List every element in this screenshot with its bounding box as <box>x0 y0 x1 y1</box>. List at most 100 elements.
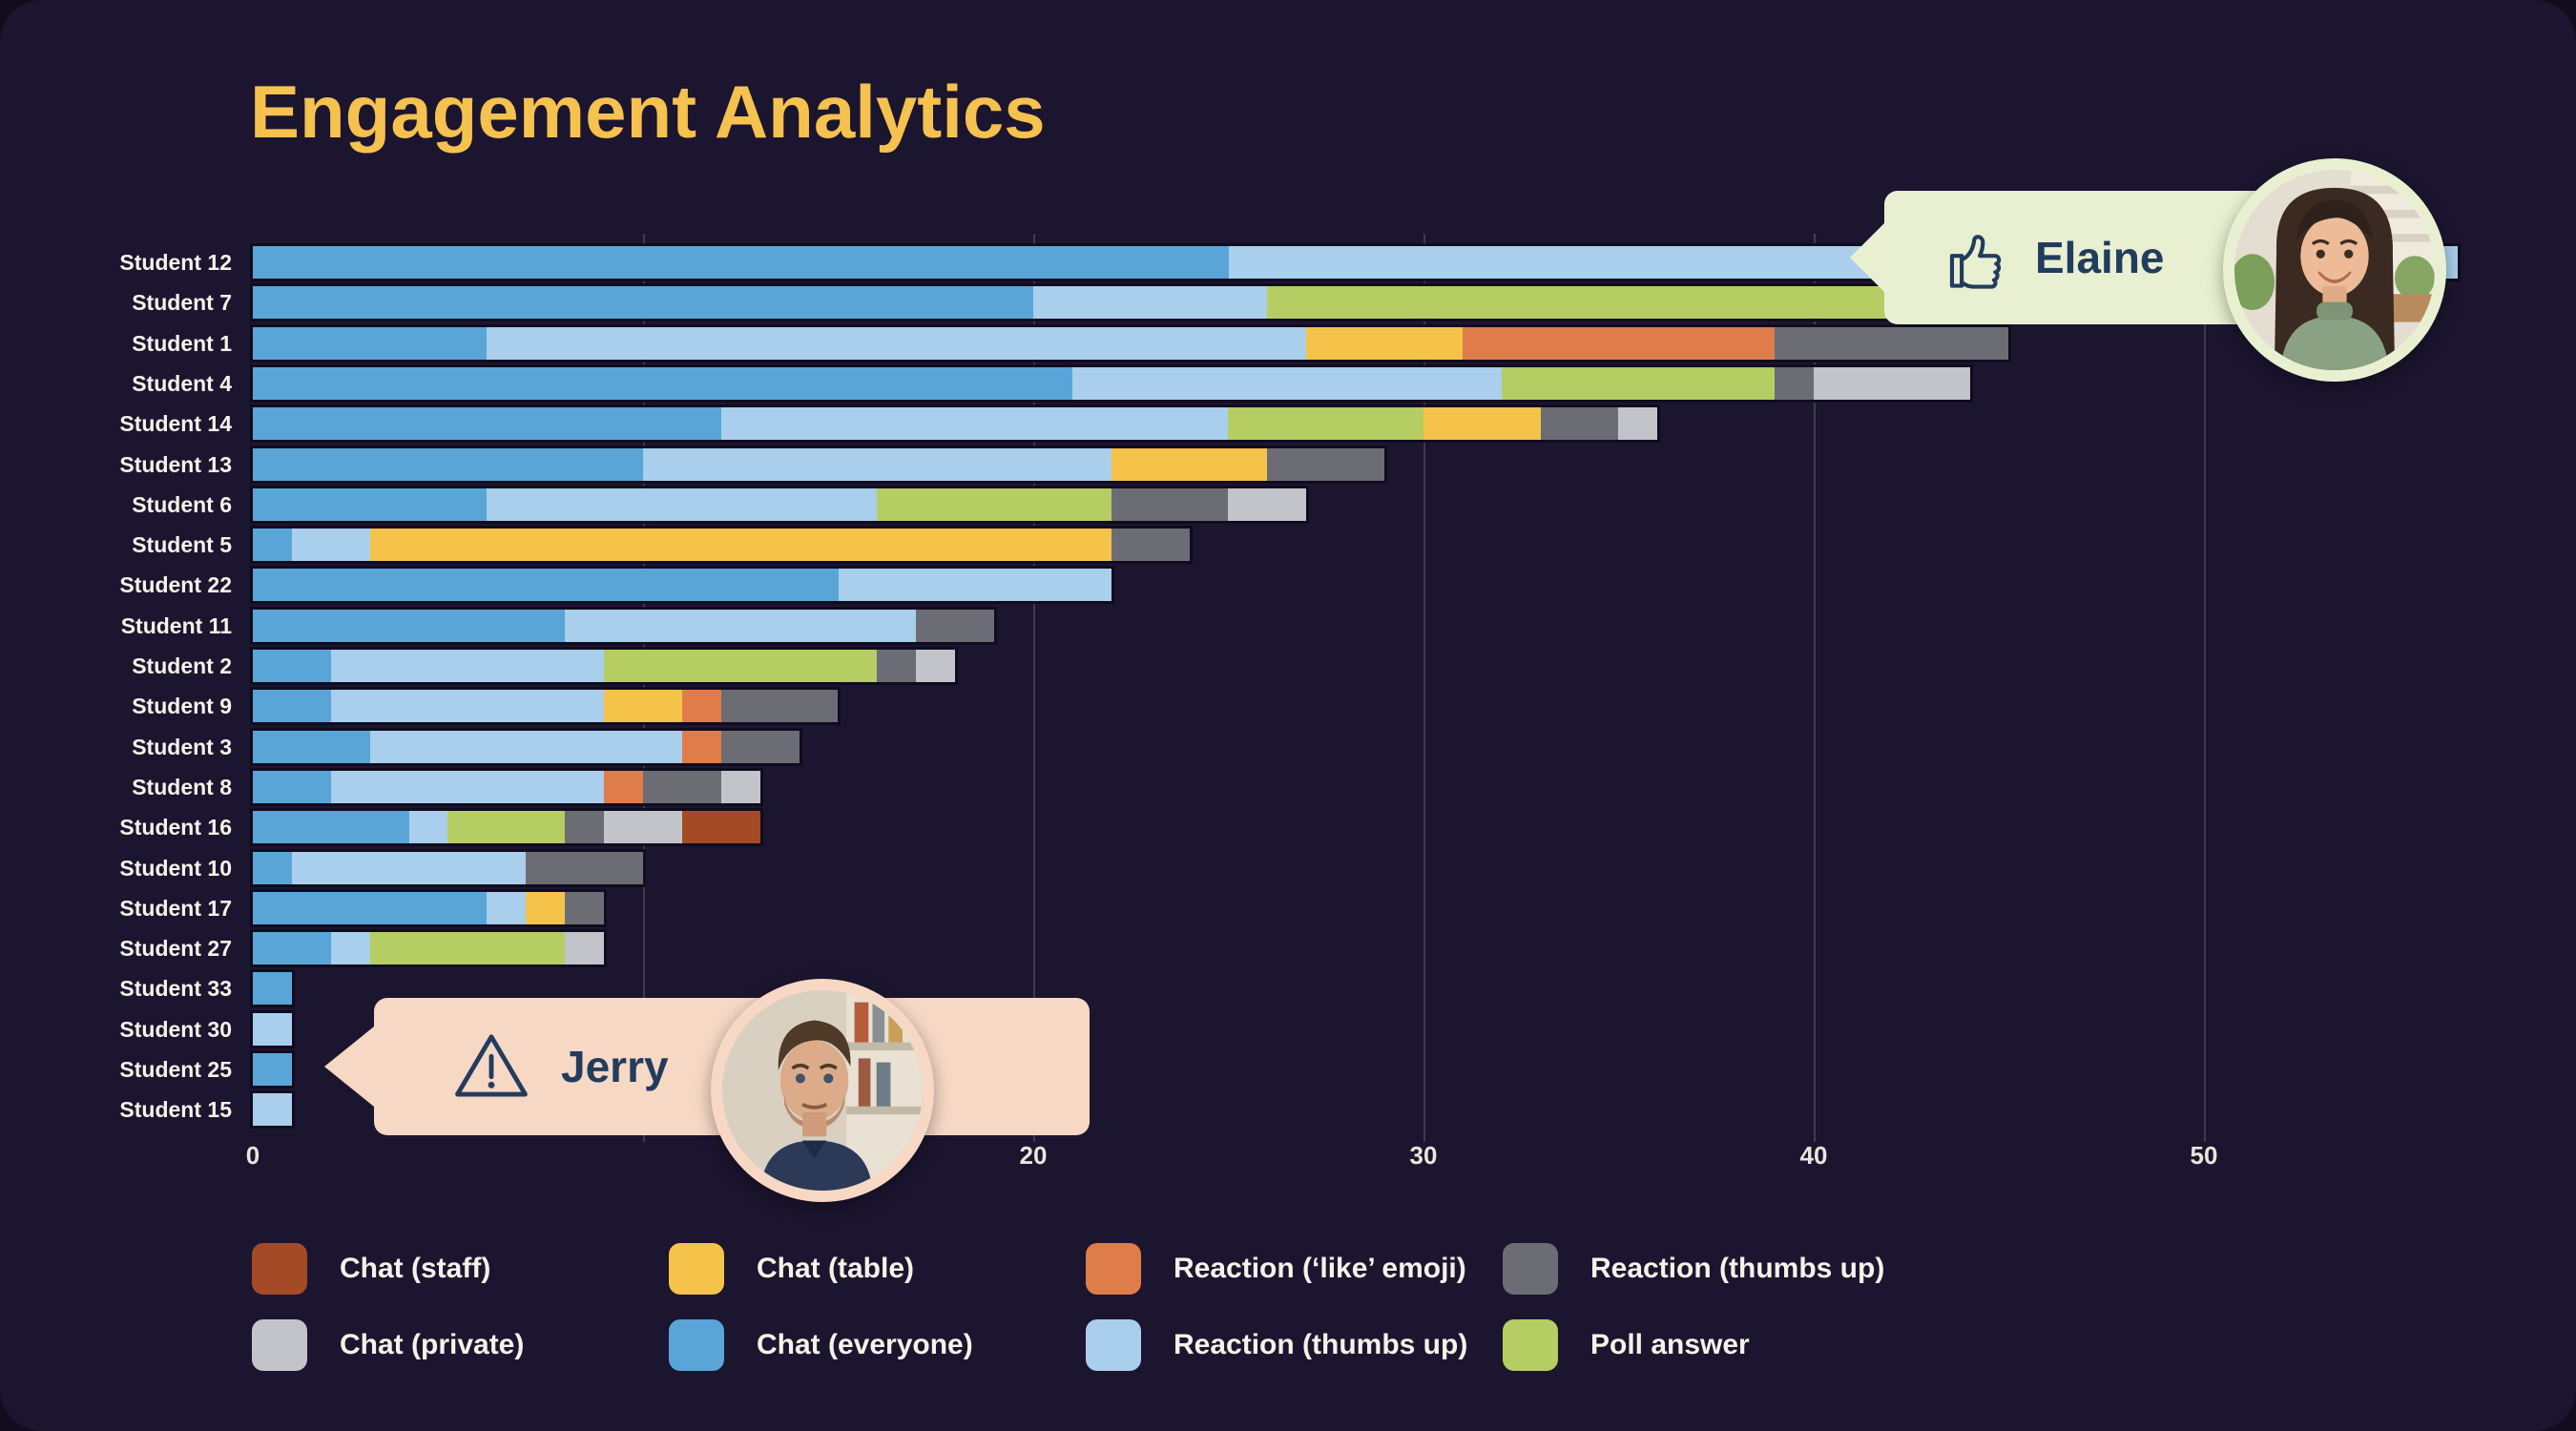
legend-label: Chat (table) <box>757 1253 914 1284</box>
row-label: Student 10 <box>119 855 232 881</box>
legend-item-reaction_thumbs_dark[interactable]: Reaction (thumbs up) <box>1503 1243 1884 1295</box>
bar-segment-chat_staff <box>681 811 760 844</box>
bar-row <box>253 1053 292 1086</box>
bar-row <box>253 650 956 682</box>
row-label: Student 14 <box>119 411 232 437</box>
row-label: Student 25 <box>119 1057 232 1082</box>
bar-segment-chat_everyone <box>253 730 370 763</box>
row-label: Student 8 <box>132 774 232 799</box>
bar-segment-reaction_thumbs_light <box>291 851 527 884</box>
bar-row <box>253 326 2009 360</box>
bar-segment-reaction_thumbs_dark <box>565 891 605 924</box>
avatar-jerry-photo <box>722 990 923 1191</box>
bar-segment-reaction_thumbs_light <box>291 529 370 562</box>
bar-segment-reaction_like <box>604 770 643 803</box>
x-axis-tick-label: 50 <box>2190 1141 2218 1170</box>
bar-segment-chat_everyone <box>253 246 1229 279</box>
row-label: Student 9 <box>132 694 232 719</box>
x-axis-tick-label: 0 <box>245 1141 260 1170</box>
avatar-jerry[interactable] <box>711 979 934 1202</box>
legend-swatch <box>252 1243 307 1295</box>
legend-item-chat_table[interactable]: Chat (table) <box>669 1243 914 1295</box>
bar-segment-chat_private <box>1813 366 1970 400</box>
legend-label: Reaction (‘like’ emoji) <box>1174 1253 1466 1284</box>
bar-segment-reaction_thumbs_light <box>643 447 1111 481</box>
gridline <box>1814 234 1816 1142</box>
warning-icon <box>455 1034 528 1097</box>
legend-item-chat_private[interactable]: Chat (private) <box>252 1319 524 1371</box>
bar-row <box>253 569 1111 602</box>
bar-segment-reaction_thumbs_light <box>330 650 605 682</box>
bar-segment-poll_answer <box>604 650 878 682</box>
bar-segment-reaction_thumbs_light <box>253 1093 292 1127</box>
bar-segment-chat_everyone <box>253 690 331 723</box>
bar-segment-reaction_thumbs_dark <box>877 650 917 682</box>
bar-segment-chat_table <box>1111 447 1268 481</box>
bar-segment-reaction_thumbs_dark <box>526 851 643 884</box>
bar-segment-reaction_thumbs_dark <box>1111 487 1229 521</box>
legend-swatch <box>1086 1319 1141 1371</box>
row-label: Student 12 <box>119 250 232 275</box>
bar-segment-chat_table <box>1306 326 1463 360</box>
row-label: Student 11 <box>120 612 232 638</box>
bar-row <box>253 811 760 844</box>
bar-segment-chat_everyone <box>253 811 409 844</box>
legend-swatch <box>1086 1243 1141 1295</box>
legend-label: Chat (private) <box>340 1329 525 1360</box>
bar-row <box>253 529 1190 562</box>
legend-item-reaction_thumbs_light[interactable]: Reaction (thumbs up) <box>1086 1319 1467 1371</box>
bar-segment-poll_answer <box>369 932 566 965</box>
bar-segment-chat_everyone <box>253 407 721 441</box>
legend-swatch <box>252 1319 307 1371</box>
callout-name: Elaine <box>2035 233 2165 282</box>
row-label: Student 33 <box>119 976 232 1002</box>
bar-segment-poll_answer <box>1501 366 1776 400</box>
bar-segment-reaction_thumbs_dark <box>1775 366 1814 400</box>
legend-item-reaction_like[interactable]: Reaction (‘like’ emoji) <box>1086 1243 1466 1295</box>
row-label: Student 17 <box>119 895 232 921</box>
callout-arrow <box>324 1027 374 1107</box>
bar-segment-chat_table <box>604 690 682 723</box>
bar-segment-reaction_thumbs_dark <box>916 609 995 642</box>
bar-segment-chat_everyone <box>253 1053 292 1086</box>
gridline <box>1033 234 1035 1142</box>
bar-segment-reaction_like <box>681 690 721 723</box>
bar-segment-poll_answer <box>447 811 566 844</box>
bar-segment-reaction_thumbs_light <box>487 487 878 521</box>
row-label: Student 5 <box>132 532 232 558</box>
bar-segment-reaction_thumbs_light <box>369 730 682 763</box>
bar-segment-chat_private <box>916 650 956 682</box>
bar-segment-chat_everyone <box>253 851 292 884</box>
bar-segment-reaction_thumbs_dark <box>1111 529 1190 562</box>
bar-segment-reaction_thumbs_dark <box>720 730 800 763</box>
bar-segment-chat_everyone <box>253 650 331 682</box>
legend-swatch <box>1503 1319 1558 1371</box>
bar-row <box>253 609 995 642</box>
gridline <box>1423 234 1425 1142</box>
row-label: Student 27 <box>119 936 232 962</box>
bar-segment-chat_everyone <box>253 770 331 803</box>
bar-segment-reaction_thumbs_light <box>487 326 1307 360</box>
bar-segment-chat_everyone <box>253 447 643 481</box>
bar-segment-chat_private <box>720 770 760 803</box>
avatar-elaine[interactable] <box>2223 158 2446 382</box>
bar-segment-chat_private <box>1228 487 1307 521</box>
row-label: Student 15 <box>119 1097 232 1123</box>
bar-segment-reaction_thumbs_dark <box>642 770 721 803</box>
bar-segment-reaction_thumbs_light <box>408 811 448 844</box>
legend-item-chat_everyone[interactable]: Chat (everyone) <box>669 1319 973 1371</box>
bar-segment-chat_private <box>565 932 605 965</box>
bar-segment-chat_table <box>1423 407 1541 441</box>
page-title: Engagement Analytics <box>250 70 1046 154</box>
callout-name: Jerry <box>561 1042 669 1091</box>
bar-segment-reaction_thumbs_dark <box>1540 407 1619 441</box>
bar-segment-chat_everyone <box>253 932 331 965</box>
legend-item-poll_answer[interactable]: Poll answer <box>1503 1319 1750 1371</box>
x-axis-tick-label: 20 <box>1019 1141 1048 1170</box>
legend-item-chat_staff[interactable]: Chat (staff) <box>252 1243 490 1295</box>
bar-row <box>253 770 760 803</box>
bar-segment-reaction_like <box>681 730 721 763</box>
callout-arrow <box>1850 221 1886 294</box>
row-label: Student 1 <box>132 330 232 356</box>
